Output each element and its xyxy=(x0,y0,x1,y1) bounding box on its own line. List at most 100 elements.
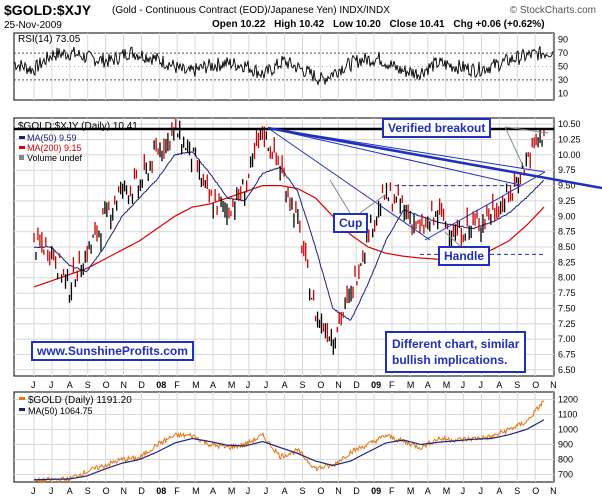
price-tick-label: 8.25 xyxy=(558,257,576,267)
price-tick-label: 6.50 xyxy=(558,365,576,375)
price-tick-label: 7.25 xyxy=(558,319,576,329)
cup-callout: Cup xyxy=(333,213,369,233)
price-tick-label: 10.25 xyxy=(558,135,581,145)
price-x-tick: N xyxy=(335,380,342,390)
rsi-tick-label: 30 xyxy=(558,75,568,85)
gold-x-tick: O xyxy=(103,486,110,496)
gold-x-tick: D xyxy=(353,486,360,496)
legend-swatch-ma50 xyxy=(19,136,25,139)
price-legend-main: $GOLD:$XJY (Daily) 10.41 xyxy=(18,121,138,132)
ticker-description: (Gold - Continuous Contract (EOD)/Japane… xyxy=(112,5,390,16)
fan-line-3 xyxy=(267,127,546,173)
price-x-tick: S xyxy=(300,380,306,390)
price-x-tick: M xyxy=(192,380,200,390)
gold-tick-label: 1000 xyxy=(558,425,578,435)
gold-x-tick: 08 xyxy=(156,486,166,496)
gold-x-tick: A xyxy=(282,486,288,496)
ohlc-readout: Open 10.22 High 10.42 Low 10.20 Close 10… xyxy=(212,19,551,30)
gold-x-tick: F xyxy=(174,486,180,496)
gold-x-tick: J xyxy=(264,486,269,496)
gold-x-tick: 09 xyxy=(371,486,381,496)
price-x-tick: F xyxy=(174,380,180,390)
price-tick-label: 6.75 xyxy=(558,350,576,360)
price-x-tick: J xyxy=(49,380,54,390)
handle-trend-line xyxy=(424,171,546,241)
price-tick-label: 9.25 xyxy=(558,196,576,206)
gold-x-tick: S xyxy=(514,486,520,496)
cup-pointer-1 xyxy=(329,179,351,214)
gold-x-tick: A xyxy=(67,486,73,496)
price-x-tick: A xyxy=(67,380,73,390)
main-trend-line xyxy=(267,126,602,190)
price-x-tick: D xyxy=(138,380,145,390)
gold-ma-legend-swatch xyxy=(19,408,25,411)
price-x-tick: O xyxy=(532,380,539,390)
gold-tick-label: 900 xyxy=(558,440,573,450)
gold-x-tick: J xyxy=(479,486,484,496)
gold-x-tick: N xyxy=(550,486,557,496)
gold-tick-label: 1200 xyxy=(558,395,578,405)
gold-legend-ma: MA(50) 1064.75 xyxy=(28,406,93,416)
gold-x-tick: J xyxy=(246,486,251,496)
gold-x-tick: A xyxy=(496,486,502,496)
gold-x-tick: D xyxy=(138,486,145,496)
cup-pointer-2 xyxy=(359,194,386,214)
price-x-tick: 08 xyxy=(156,380,166,390)
gold-legend-swatch xyxy=(19,397,25,400)
price-x-tick: A xyxy=(210,380,216,390)
rsi-line xyxy=(13,45,554,87)
note-line-1: Different chart, similar xyxy=(392,337,520,351)
price-x-tick: N xyxy=(550,380,557,390)
price-x-tick: M xyxy=(443,380,451,390)
gold-x-tick: O xyxy=(317,486,324,496)
price-tick-label: 8.00 xyxy=(558,273,576,283)
fan-line-2 xyxy=(267,127,521,186)
rsi-tick-label: 90 xyxy=(558,35,568,45)
price-tick-label: 10.00 xyxy=(558,150,581,160)
low-value: Low 10.20 xyxy=(332,19,381,30)
date-label: 25-Nov-2009 xyxy=(4,20,62,31)
price-x-tick: A xyxy=(425,380,431,390)
price-x-tick: F xyxy=(389,380,395,390)
price-x-tick: A xyxy=(282,380,288,390)
price-x-tick: A xyxy=(496,380,502,390)
gold-legend-main: $GOLD (Daily) 1191.20 xyxy=(28,395,132,406)
price-x-tick: J xyxy=(461,380,466,390)
gold-x-tick: M xyxy=(443,486,451,496)
rsi-tick-label: 10 xyxy=(558,88,568,98)
price-tick-label: 10.50 xyxy=(558,119,581,129)
verified-pointer xyxy=(504,126,549,134)
price-x-tick: N xyxy=(121,380,128,390)
rsi-title: RSI(14) 73.05 xyxy=(18,34,81,45)
close-value: Close 10.41 xyxy=(389,19,445,30)
gold-tick-label: 700 xyxy=(558,470,573,480)
gold-x-tick: N xyxy=(335,486,342,496)
note-box: Different chart, similar bullish implica… xyxy=(385,331,527,373)
gold-x-tick: M xyxy=(228,486,236,496)
price-x-tick: S xyxy=(514,380,520,390)
price-x-tick: J xyxy=(479,380,484,390)
note-line-2: bullish implications. xyxy=(392,353,508,367)
gold-x-tick: M xyxy=(407,486,415,496)
gold-x-tick: N xyxy=(121,486,128,496)
verified-breakout-callout: Verified breakout xyxy=(382,118,492,138)
gold-ma50-line xyxy=(33,419,545,481)
price-tick-label: 9.00 xyxy=(558,211,576,221)
gold-x-tick: O xyxy=(532,486,539,496)
price-x-tick: M xyxy=(407,380,415,390)
open-value: Open 10.22 xyxy=(212,19,266,30)
price-x-tick: D xyxy=(353,380,360,390)
price-x-tick: J xyxy=(264,380,269,390)
price-tick-label: 9.75 xyxy=(558,165,576,175)
price-tick-label: 8.75 xyxy=(558,227,576,237)
change-value: Chg +0.06 (+0.62%) xyxy=(453,19,545,30)
price-x-tick: 09 xyxy=(371,380,381,390)
handle-pointer xyxy=(444,231,461,247)
price-x-tick: J xyxy=(31,380,36,390)
gold-x-tick: J xyxy=(461,486,466,496)
verified-pointer-2 xyxy=(504,126,526,171)
price-tick-label: 7.75 xyxy=(558,288,576,298)
rsi-tick-label: 70 xyxy=(558,48,568,58)
brand-label: © StockCharts.com xyxy=(509,5,596,16)
fan-line-1 xyxy=(267,127,431,241)
